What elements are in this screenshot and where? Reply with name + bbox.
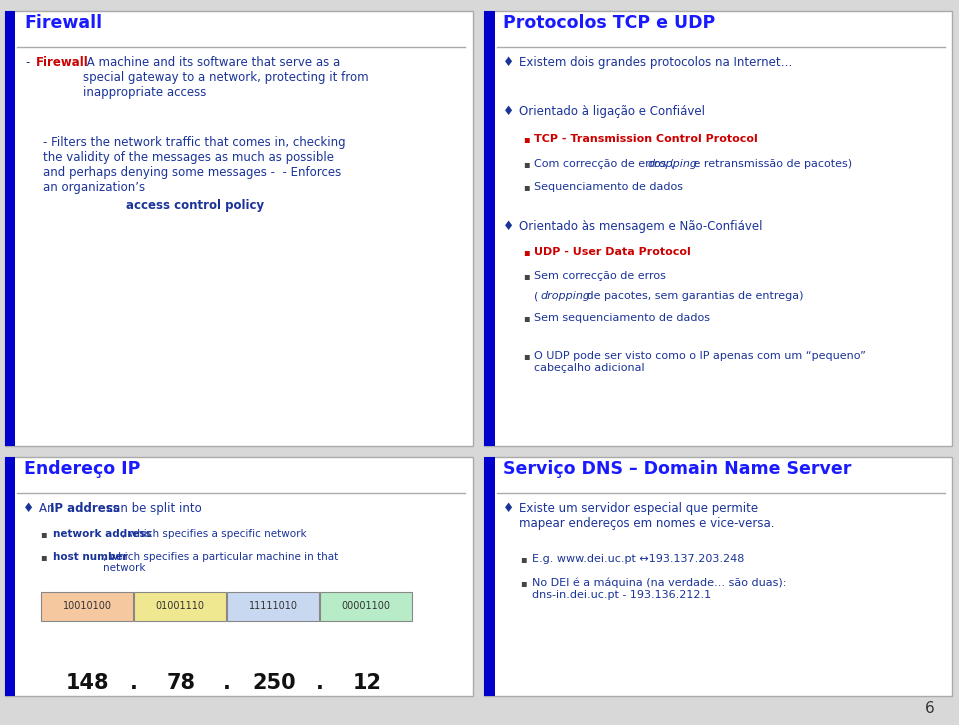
Text: IP address: IP address	[50, 502, 120, 515]
FancyBboxPatch shape	[100, 378, 119, 389]
Text: 6: 6	[925, 701, 935, 716]
Text: host number: host number	[53, 552, 128, 562]
Text: 00001100: 00001100	[341, 601, 391, 611]
Text: (: (	[534, 291, 539, 302]
Ellipse shape	[629, 564, 760, 634]
Text: Orientado à ligação e Confiável: Orientado à ligação e Confiável	[519, 105, 705, 118]
Text: Serviço DNS – Domain Name Server: Serviço DNS – Domain Name Server	[503, 460, 852, 478]
FancyBboxPatch shape	[141, 306, 160, 318]
Text: Firewall: Firewall	[35, 56, 88, 69]
Text: ▪: ▪	[520, 554, 526, 564]
FancyBboxPatch shape	[137, 373, 156, 384]
Text: ▪: ▪	[40, 552, 47, 562]
Text: E.g. www.dei.uc.pt ↔193.137.203.248: E.g. www.dei.uc.pt ↔193.137.203.248	[532, 554, 744, 564]
Text: ▪: ▪	[523, 134, 529, 144]
Text: ♦: ♦	[503, 105, 514, 118]
FancyBboxPatch shape	[824, 533, 858, 572]
Text: Protected LAN: Protected LAN	[97, 297, 146, 302]
Text: dropping: dropping	[647, 159, 697, 169]
Text: A machine and its software that serve as a
special gateway to a network, protect: A machine and its software that serve as…	[83, 56, 369, 99]
Text: dropping: dropping	[541, 291, 591, 302]
Text: Orientado às mensagem e Não-Confiável: Orientado às mensagem e Não-Confiável	[519, 220, 762, 233]
Ellipse shape	[761, 606, 843, 648]
Text: Sem correcção de erros: Sem correcção de erros	[534, 271, 667, 281]
Text: ♦: ♦	[503, 56, 514, 69]
Text: Firewall: Firewall	[266, 297, 292, 302]
Text: , which specifies a specific network: , which specifies a specific network	[122, 529, 307, 539]
Text: .: .	[130, 673, 138, 693]
Text: Protocolos TCP e UDP: Protocolos TCP e UDP	[503, 14, 715, 32]
Text: .: .	[223, 673, 231, 693]
Text: 01001110: 01001110	[155, 601, 205, 611]
Text: ▪: ▪	[523, 271, 529, 281]
Text: Sem sequenciamento de dados: Sem sequenciamento de dados	[534, 313, 711, 323]
FancyBboxPatch shape	[833, 596, 868, 635]
Text: DNS: DNS	[590, 578, 609, 587]
Text: 250: 250	[252, 673, 295, 693]
FancyBboxPatch shape	[157, 347, 176, 359]
Text: TCP - Transmission Control Protocol: TCP - Transmission Control Protocol	[534, 134, 758, 144]
Text: 12: 12	[352, 673, 382, 693]
Text: - Filters the network traffic that comes in, checking
the validity of the messag: - Filters the network traffic that comes…	[43, 136, 346, 194]
FancyBboxPatch shape	[66, 339, 85, 351]
Text: ♦: ♦	[503, 220, 514, 233]
Text: ▪: ▪	[523, 159, 529, 169]
Text: ▪: ▪	[40, 529, 47, 539]
Text: -: -	[26, 56, 34, 69]
Text: Internet
users: Internet users	[358, 339, 383, 350]
Text: 148: 148	[66, 673, 109, 693]
Text: host: host	[871, 597, 888, 606]
Text: ♦: ♦	[23, 502, 35, 515]
Text: can be split into: can be split into	[103, 502, 201, 515]
Text: UDP - User Data Protocol: UDP - User Data Protocol	[534, 247, 690, 257]
FancyBboxPatch shape	[212, 347, 230, 359]
Text: Sequenciamento de dados: Sequenciamento de dados	[534, 182, 683, 192]
Ellipse shape	[313, 332, 429, 373]
Text: ▪: ▪	[520, 578, 526, 588]
Text: Firewall: Firewall	[24, 14, 102, 32]
Text: 11111010: 11111010	[248, 601, 298, 611]
Ellipse shape	[605, 546, 882, 690]
Text: , which specifies a particular machine in that
network: , which specifies a particular machine i…	[103, 552, 338, 573]
FancyBboxPatch shape	[269, 347, 289, 359]
Text: host: host	[860, 531, 878, 541]
FancyBboxPatch shape	[120, 347, 139, 359]
Text: O UDP pode ser visto como o IP apenas com um “pequeno”
cabeçalho adicional: O UDP pode ser visto como o IP apenas co…	[534, 351, 866, 373]
Text: Existem dois grandes protocolos na Internet…: Existem dois grandes protocolos na Inter…	[519, 56, 792, 69]
Text: ♦: ♦	[503, 502, 514, 515]
Text: access control policy: access control policy	[126, 199, 264, 212]
Text: de pacotes, sem garantias de entrega): de pacotes, sem garantias de entrega)	[583, 291, 804, 302]
Ellipse shape	[735, 560, 784, 583]
Text: e retransmissão de pacotes): e retransmissão de pacotes)	[690, 159, 852, 169]
Text: YOUR
PC: YOUR PC	[662, 652, 685, 671]
Text: Endereço IP: Endereço IP	[24, 460, 140, 478]
Text: .: .	[316, 673, 324, 693]
Text: ▪: ▪	[523, 313, 529, 323]
Text: 78: 78	[166, 673, 196, 693]
Text: network address: network address	[53, 529, 152, 539]
FancyBboxPatch shape	[627, 629, 729, 682]
Text: 10010100: 10010100	[62, 601, 112, 611]
Text: No DEI é a máquina (na verdade… são duas):
dns-in.dei.uc.pt - 193.136.212.1: No DEI é a máquina (na verdade… são duas…	[532, 578, 786, 600]
Text: ▪: ▪	[523, 351, 529, 361]
Text: ▪: ▪	[523, 182, 529, 192]
Text: An: An	[39, 502, 58, 515]
FancyBboxPatch shape	[91, 313, 110, 326]
Text: Existe um servidor especial que permite
mapear endereços em nomes e vice-versa.: Existe um servidor especial que permite …	[519, 502, 774, 530]
FancyBboxPatch shape	[605, 533, 657, 581]
Text: Com correcção de erros (: Com correcção de erros (	[534, 159, 674, 169]
Text: ▪: ▪	[523, 247, 529, 257]
